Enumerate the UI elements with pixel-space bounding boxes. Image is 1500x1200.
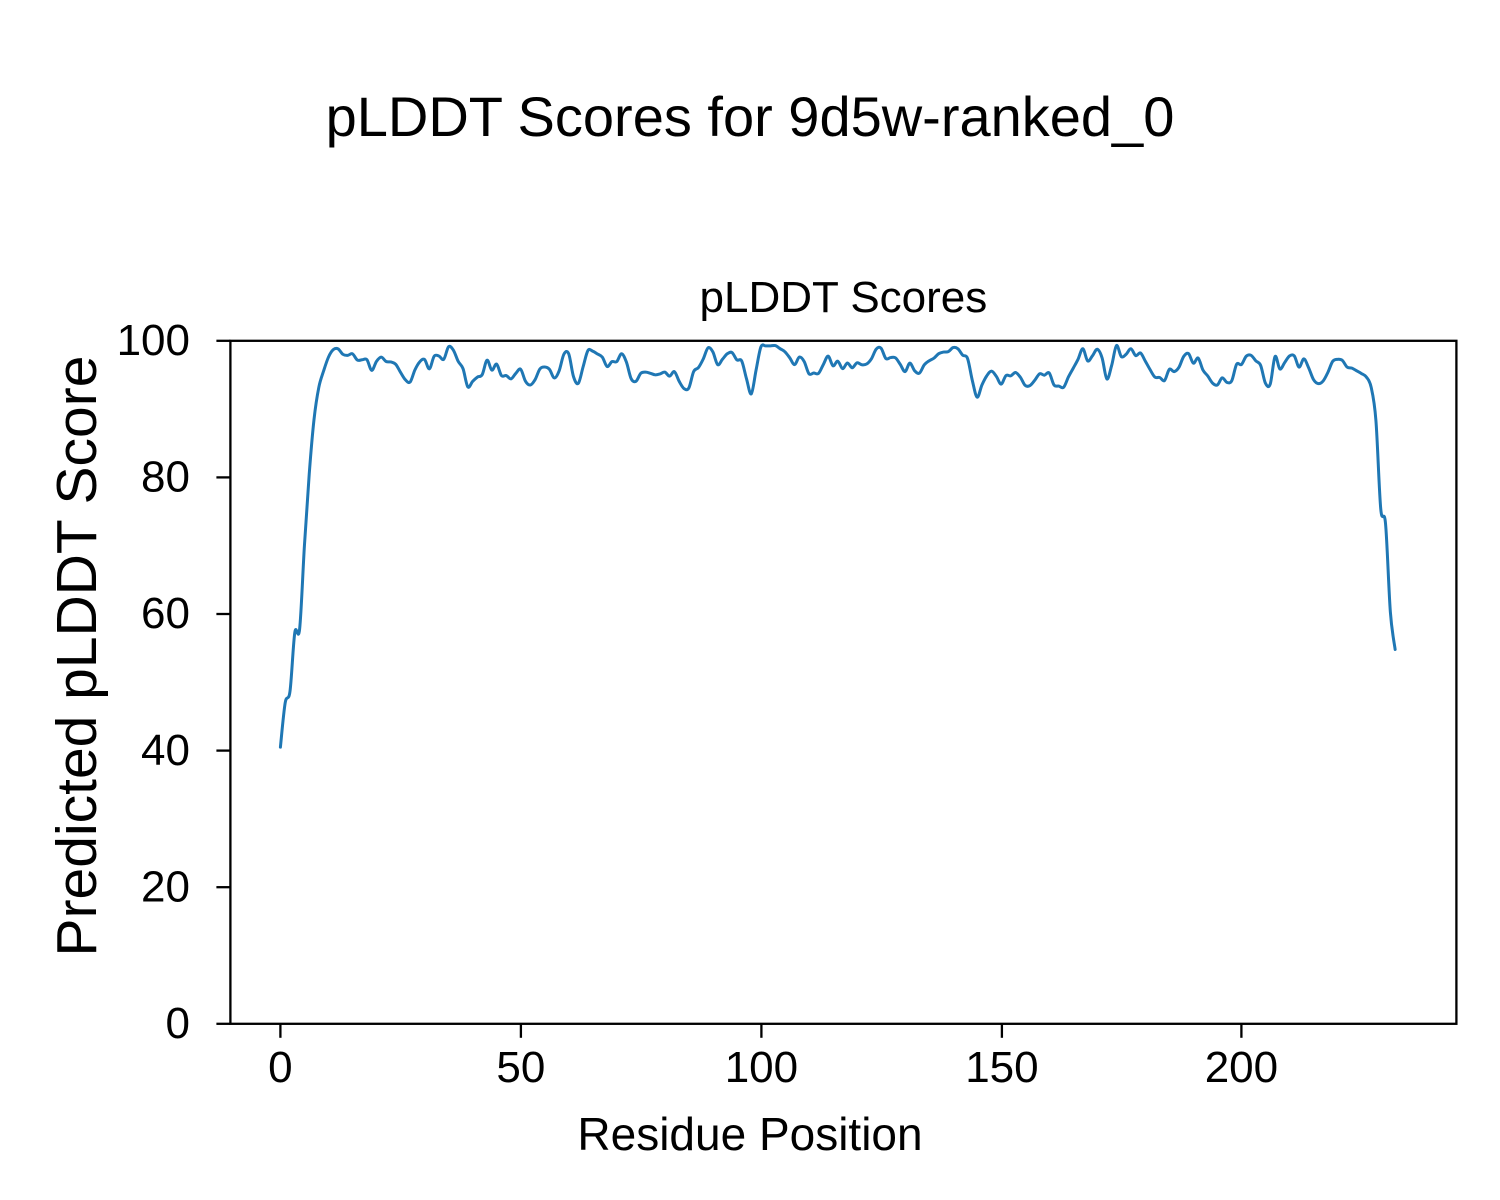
svg-text:Predicted pLDDT Score: Predicted pLDDT Score [45,356,109,957]
svg-text:pLDDT Scores for 9d5w-ranked_0: pLDDT Scores for 9d5w-ranked_0 [326,85,1175,148]
svg-text:50: 50 [496,1043,545,1092]
svg-text:200: 200 [1205,1043,1278,1092]
svg-text:40: 40 [141,726,190,775]
svg-text:Residue Position: Residue Position [577,1108,922,1160]
svg-text:pLDDT Scores: pLDDT Scores [700,273,988,322]
svg-text:0: 0 [268,1043,292,1092]
svg-text:80: 80 [141,453,190,502]
svg-text:60: 60 [141,589,190,638]
svg-text:100: 100 [725,1043,798,1092]
svg-text:20: 20 [141,862,190,911]
svg-text:100: 100 [117,316,190,365]
svg-text:0: 0 [166,999,190,1048]
svg-text:150: 150 [965,1043,1038,1092]
